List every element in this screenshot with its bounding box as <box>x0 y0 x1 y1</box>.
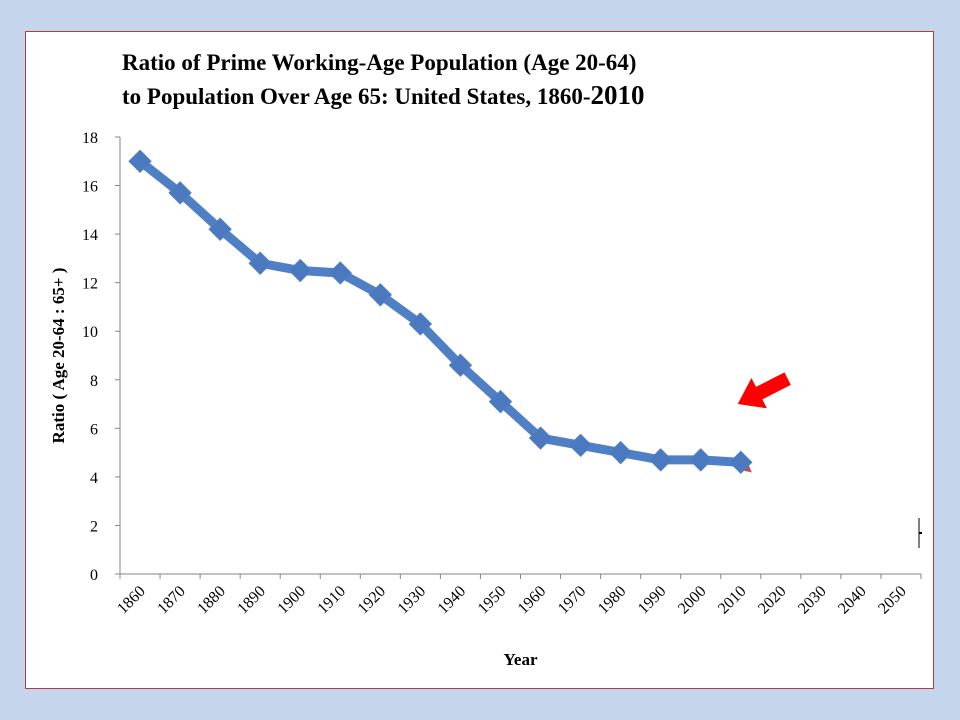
x-tick-label: 2040 <box>835 583 870 618</box>
chart-title: Ratio of Prime Working-Age Population (A… <box>122 46 645 113</box>
data-point-marker <box>488 389 513 414</box>
y-tick-label: 16 <box>82 179 98 196</box>
data-point-marker <box>689 448 713 472</box>
data-point-marker <box>408 312 433 336</box>
data-point-marker <box>729 450 753 475</box>
y-tick-label: 2 <box>90 518 98 535</box>
red-arrow-shape <box>737 372 791 409</box>
y-tick-label: 8 <box>90 373 98 390</box>
x-tick-label: 1950 <box>475 583 510 618</box>
x-tick-label: 2010 <box>715 583 750 618</box>
data-point-marker <box>368 283 393 307</box>
chart-title-end-year: 2010 <box>590 80 645 110</box>
x-tick-label: 1920 <box>355 583 390 618</box>
chart-title-line2-prefix: to Population Over Age 65: United States… <box>122 84 591 109</box>
chart-annotations <box>737 372 922 548</box>
x-axis-title: Year <box>504 650 538 669</box>
x-tick-label: 1890 <box>234 583 269 618</box>
x-tick-label: 1870 <box>154 583 189 618</box>
x-tick-label: 1930 <box>395 583 430 618</box>
y-axis-title: Ratio ( Age 20-64 : 65+ ) <box>49 268 68 444</box>
data-point-marker <box>648 448 673 472</box>
x-tick-label: 1970 <box>555 583 590 618</box>
x-tick-label: 2020 <box>755 583 790 618</box>
data-point-marker <box>448 353 473 377</box>
slide-panel: Ratio of Prime Working-Age Population (A… <box>25 31 934 689</box>
x-tick-label: 1940 <box>435 583 470 618</box>
x-tick-label: 1880 <box>194 583 229 618</box>
x-tick-label: 2030 <box>795 583 830 618</box>
data-point-marker <box>288 258 312 283</box>
data-point-marker <box>168 181 192 205</box>
y-tick-label: 18 <box>82 130 98 147</box>
x-tick-label: 1900 <box>274 583 309 618</box>
x-tick-label: 2000 <box>675 583 710 618</box>
x-tick-label: 1910 <box>314 583 349 618</box>
data-point-marker <box>328 261 352 285</box>
x-tick-label: 1860 <box>114 583 149 618</box>
chart-title-line2: to Population Over Age 65: United States… <box>122 79 645 113</box>
y-tick-label: 4 <box>90 470 98 487</box>
data-point-marker <box>248 251 272 275</box>
data-point-marker <box>608 440 633 465</box>
data-point-marker <box>528 426 553 450</box>
y-tick-label: 14 <box>82 227 98 244</box>
chart-marks <box>128 149 753 475</box>
x-tick-label: 2050 <box>875 583 910 618</box>
y-tick-label: 10 <box>82 324 98 341</box>
y-tick-label: 12 <box>82 276 98 293</box>
y-tick-label: 6 <box>90 421 98 438</box>
series-line <box>135 156 746 467</box>
red-arrow-annotation <box>737 372 791 409</box>
data-point-marker <box>128 149 152 173</box>
y-tick-label: 0 <box>90 567 98 584</box>
chart-title-line1: Ratio of Prime Working-Age Population (A… <box>122 50 637 75</box>
x-tick-label: 1990 <box>635 583 670 618</box>
x-tick-label: 1980 <box>595 583 630 618</box>
data-point-marker <box>208 217 232 241</box>
x-tick-label: 1960 <box>515 583 550 618</box>
data-point-marker <box>568 433 593 458</box>
